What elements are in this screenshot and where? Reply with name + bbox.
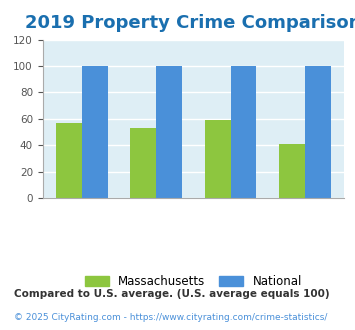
Text: Compared to U.S. average. (U.S. average equals 100): Compared to U.S. average. (U.S. average … — [14, 289, 330, 299]
Bar — [56, 123, 82, 198]
Title: 2019 Property Crime Comparison: 2019 Property Crime Comparison — [25, 15, 355, 32]
Bar — [305, 66, 331, 198]
Bar — [130, 128, 157, 198]
Bar — [82, 66, 108, 198]
Bar — [204, 120, 230, 198]
Bar — [157, 66, 182, 198]
Text: © 2025 CityRating.com - https://www.cityrating.com/crime-statistics/: © 2025 CityRating.com - https://www.city… — [14, 313, 328, 322]
Bar — [230, 66, 257, 198]
Legend: Massachusetts, National: Massachusetts, National — [80, 270, 307, 293]
Bar — [279, 144, 305, 198]
